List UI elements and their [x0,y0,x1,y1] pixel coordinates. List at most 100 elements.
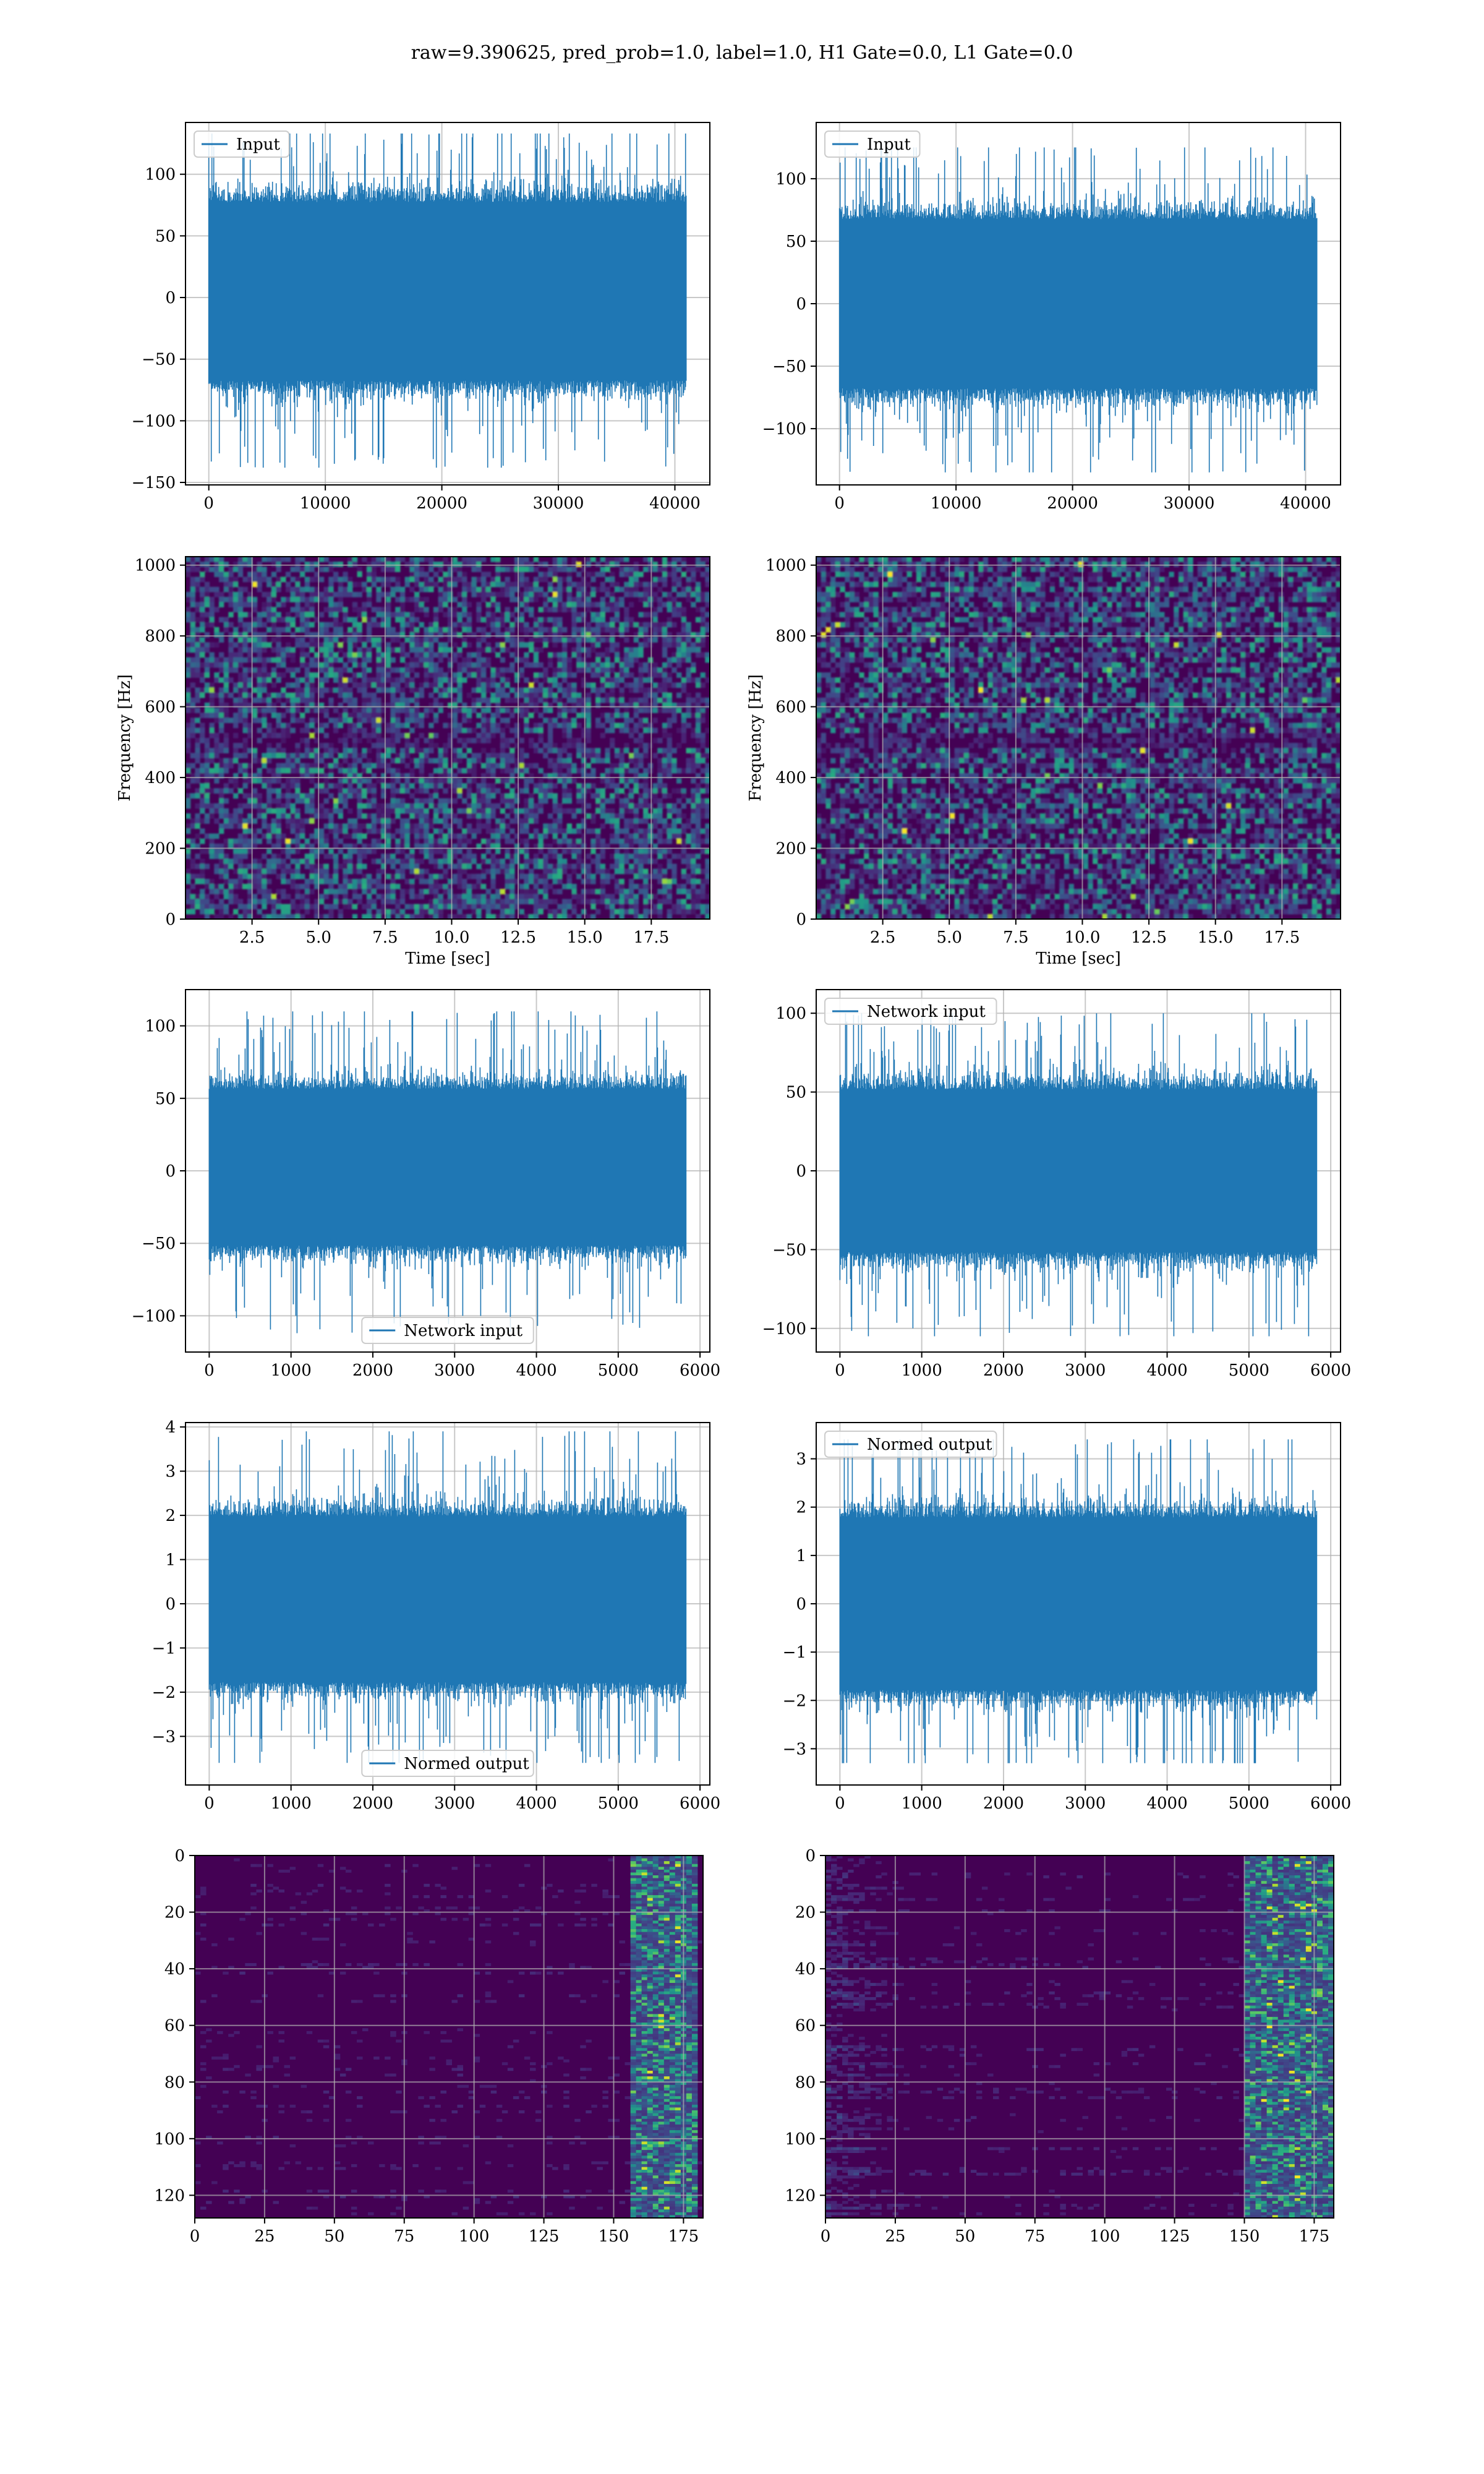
heatmap-cell [476,722,482,729]
heatmap-cell [343,854,348,859]
heatmap-cell [190,884,195,889]
heatmap-cell [200,637,205,643]
heatmap-cell [262,868,267,875]
heatmap-cell [681,677,686,683]
heatmap-cell [295,562,301,567]
heatmap-cell [424,612,429,618]
heatmap-cell [209,708,215,713]
heatmap-cell [385,884,391,889]
heatmap-cell [295,682,301,688]
legend-entry: Input [867,135,911,154]
heatmap-cell [638,667,644,673]
heatmap-cell [691,894,696,899]
heatmap-cell [338,622,343,628]
heatmap-cell [700,838,706,844]
heatmap-cell [276,899,281,905]
heatmap-cell [462,677,467,683]
heatmap-cell [524,788,529,794]
heatmap-cell [186,793,191,799]
heatmap-cell [457,632,463,638]
heatmap-cell [309,843,315,849]
heatmap-cell [705,778,710,784]
heatmap-cell [438,873,443,880]
heatmap-cell [242,843,248,849]
heatmap-cell [700,868,706,875]
heatmap-cell [204,581,210,588]
heatmap-cell [438,703,443,708]
heatmap-cell [390,687,396,693]
heatmap-cell [652,818,658,824]
heatmap-cell [610,778,615,784]
heatmap-cell [457,894,463,899]
heatmap-cell [376,557,382,562]
heatmap-cell [214,717,220,724]
heatmap-cell [200,783,205,789]
heatmap-cell [285,818,291,824]
heatmap-cell [257,586,262,593]
heatmap-cell [571,672,577,678]
heatmap-cell [190,732,195,738]
heatmap-cell [362,703,367,708]
heatmap-cell [700,557,706,562]
heatmap-cell [681,632,686,638]
heatmap-cell [510,828,515,834]
heatmap-cell [223,873,229,880]
heatmap-cell [219,788,224,794]
heatmap-cell [328,703,334,708]
heatmap-cell [543,571,548,578]
heatmap-cell [424,657,429,663]
heatmap-cell [638,592,644,597]
heatmap-cell [414,576,420,583]
heatmap-cell [200,863,205,870]
heatmap-cell [595,854,601,859]
heatmap-cell [190,672,195,678]
heatmap-cell [490,808,496,814]
heatmap-cell [466,884,472,889]
heatmap-cell [424,849,429,854]
heatmap-cell [390,773,396,779]
heatmap-cell [362,713,367,718]
heatmap-cell [433,612,439,618]
heatmap-cell [452,672,458,678]
heatmap-cell [581,743,587,748]
heatmap-cell [276,612,281,618]
heatmap-cell [323,778,329,784]
heatmap-cell [304,808,310,814]
heatmap-cell [571,854,577,859]
heatmap-cell [543,899,548,905]
heatmap-cell [576,571,582,578]
heatmap-cell [576,854,582,859]
heatmap-cell [285,627,291,633]
heatmap-cell [614,818,620,824]
heatmap-cell [233,843,239,849]
heatmap-cell [657,833,663,839]
heatmap-cell [295,667,301,673]
heatmap-cell [605,667,610,673]
heatmap-cell [371,617,377,623]
heatmap-cell [605,818,610,824]
heatmap-cell [562,708,568,713]
heatmap-cell [333,783,339,789]
heatmap-cell [552,576,558,583]
heatmap-cell [404,778,410,784]
heatmap-cell [600,868,605,875]
heatmap-cell [204,592,210,597]
heatmap-cell [200,849,205,854]
heatmap-cell [476,592,482,597]
heatmap-cell [343,878,348,884]
heatmap-cell [448,687,453,693]
heatmap-cell [681,657,686,663]
heatmap-cell [538,622,544,628]
heatmap-cell [209,567,215,572]
heatmap-cell [404,878,410,884]
heatmap-cell [290,884,296,889]
heatmap-cell [214,677,220,683]
heatmap-cell [667,858,672,864]
heatmap-cell [448,567,453,572]
heatmap-cell [686,713,691,718]
heatmap-cell [667,884,672,889]
heatmap-cell [466,889,472,894]
heatmap-cell [281,858,286,864]
heatmap-cell [200,808,205,814]
heatmap-cell [490,768,496,774]
